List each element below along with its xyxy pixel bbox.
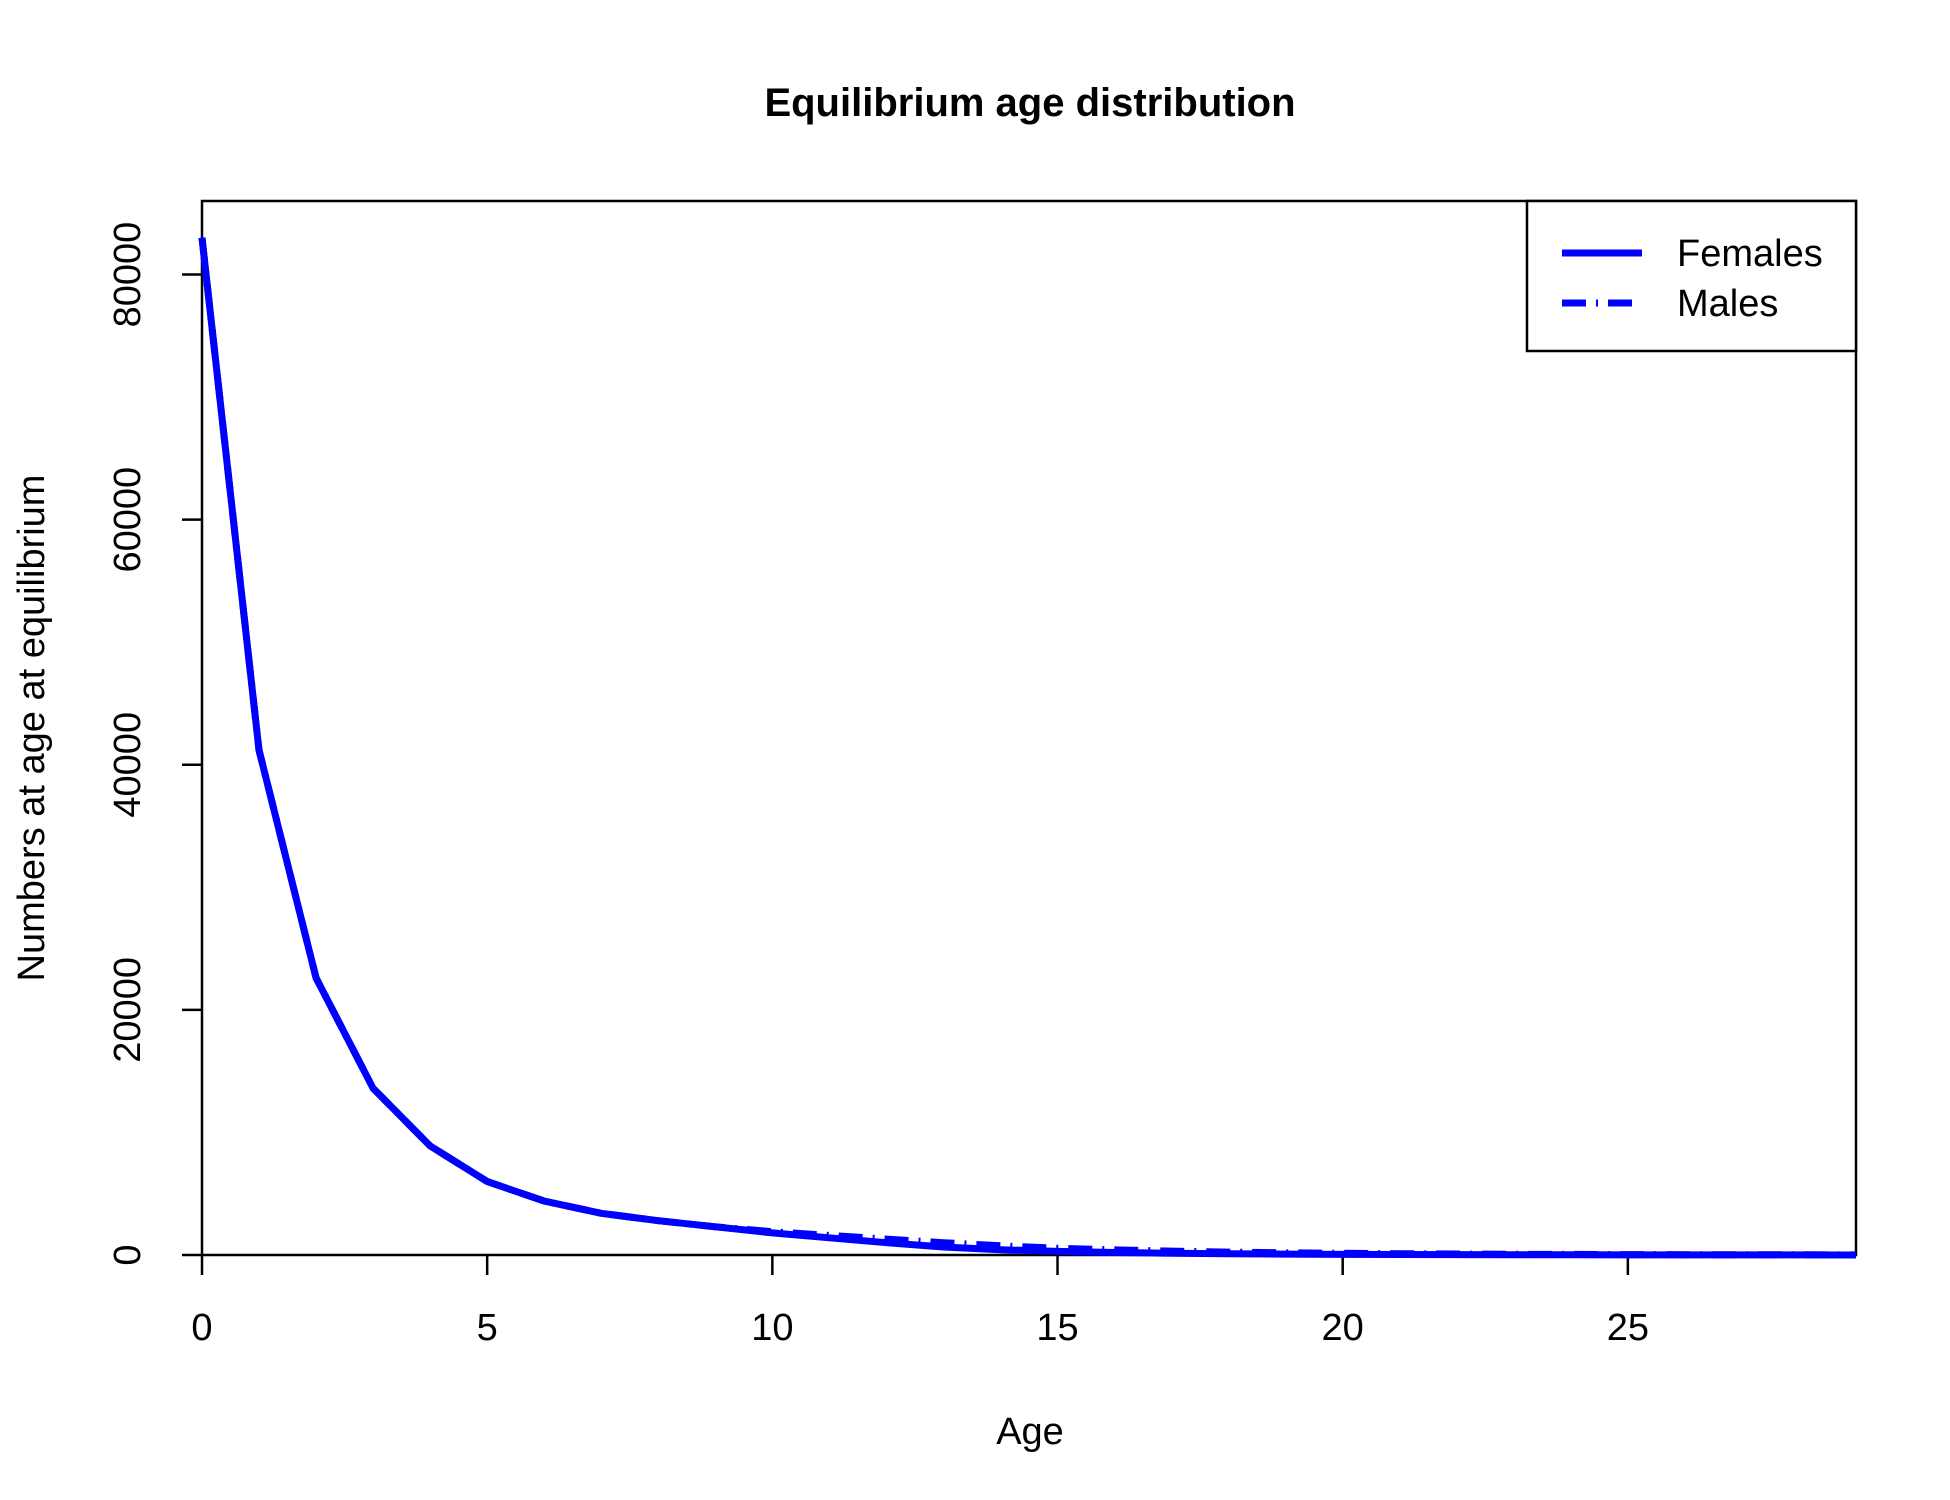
x-tick-label: 10 xyxy=(751,1307,793,1349)
legend-label-males: Males xyxy=(1677,283,1778,325)
x-axis: 0 5 10 15 20 25 xyxy=(191,1255,1649,1349)
plot-area-border xyxy=(200,199,1858,1257)
x-tick-label: 15 xyxy=(1036,1307,1078,1349)
series-layer xyxy=(198,237,1857,1259)
y-tick-label: 20000 xyxy=(107,957,149,1063)
legend-label-females: Females xyxy=(1677,233,1823,275)
x-tick-label: 5 xyxy=(477,1307,498,1349)
x-tick-label: 0 xyxy=(191,1307,212,1349)
legend-box xyxy=(1525,199,1858,353)
series-line-males xyxy=(198,237,1857,1259)
y-tick-label: 0 xyxy=(107,1244,149,1265)
y-axis-label: Numbers at age at equilibrium xyxy=(11,475,53,982)
chart-title: Equilibrium age distribution xyxy=(764,81,1295,125)
y-tick-label: 40000 xyxy=(107,712,149,818)
x-tick-label: 25 xyxy=(1607,1307,1649,1349)
y-tick-label: 60000 xyxy=(107,467,149,573)
x-tick-label: 20 xyxy=(1322,1307,1364,1349)
x-axis-label: Age xyxy=(996,1411,1064,1453)
y-tick-label: 80000 xyxy=(107,222,149,328)
y-axis: 0 20000 40000 60000 80000 xyxy=(107,222,202,1266)
series-line-females xyxy=(198,237,1857,1259)
legend: Females Males xyxy=(1525,199,1858,353)
